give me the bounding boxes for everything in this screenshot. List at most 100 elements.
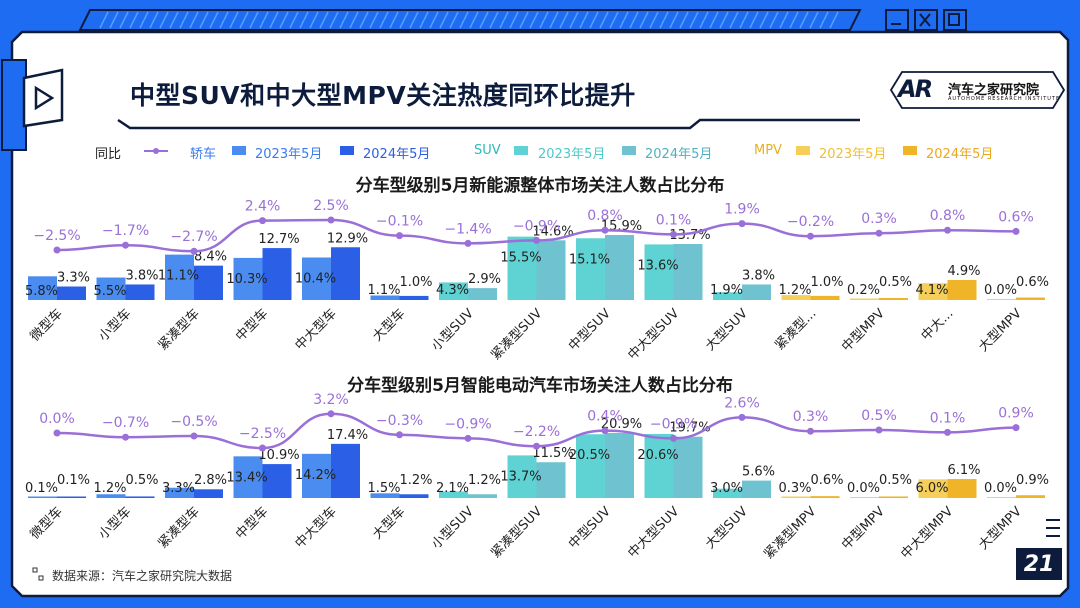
bar-2024 [57, 496, 86, 498]
yoy-label: 0.4% [587, 409, 623, 425]
bar-label: 10.3% [226, 272, 267, 287]
legend-swatch-mpv-2023 [796, 146, 810, 155]
bar-label: 3.0% [710, 481, 743, 496]
bar-2024 [605, 235, 634, 300]
yoy-label: −0.9% [513, 218, 560, 234]
yoy-point [601, 226, 609, 234]
yoy-label: −1.4% [444, 221, 491, 237]
legend-mpv-2024: 2024年5月 [926, 147, 994, 162]
yoy-label: 2.4% [245, 199, 281, 215]
bar-label: 10.4% [295, 271, 336, 286]
category-label: 小型SUV [429, 504, 477, 552]
bar-label: 0.1% [57, 473, 90, 488]
yoy-point [396, 431, 403, 439]
category-label: 紧凑型车 [155, 504, 203, 552]
bar-label: 13.4% [226, 470, 267, 485]
bar-label: 0.0% [847, 481, 880, 496]
bar-label: 1.0% [810, 275, 843, 290]
category-label: 大型SUV [703, 504, 751, 552]
bar-label: 0.6% [1016, 275, 1049, 290]
category-label: 中型SUV [566, 504, 614, 552]
square-icon[interactable] [944, 10, 964, 30]
category-label: 中型MPV [839, 306, 888, 355]
yoy-point [122, 241, 129, 249]
yoy-label: −0.1% [376, 214, 423, 230]
yoy-label: −0.9% [444, 416, 491, 432]
bar-label: 2.8% [194, 473, 227, 488]
bar-2024 [536, 240, 566, 300]
bar-2023 [165, 487, 194, 498]
bar-label: 1.2% [778, 283, 811, 298]
bar-2024 [468, 288, 497, 300]
x-icon[interactable] [915, 10, 935, 30]
bar-2023 [987, 299, 1016, 300]
bar-2023 [233, 257, 263, 300]
legend-swatch-mpv-2024 [903, 146, 917, 155]
category-label: 紧凑型车 [155, 306, 203, 354]
category-label: 中大型SUV [625, 306, 682, 363]
bar-2024 [194, 265, 223, 300]
brand-logo: AR [898, 75, 933, 103]
category-label: 大型MPV [976, 504, 1025, 553]
bar-label: 15.5% [500, 251, 541, 266]
bar-label: 4.1% [915, 283, 948, 298]
bar-2023 [507, 455, 537, 498]
yoy-label: 0.5% [861, 408, 897, 424]
bar-label: 6.0% [915, 481, 948, 496]
yoy-point [944, 226, 951, 234]
yoy-label: 3.2% [313, 393, 349, 408]
bar-2024 [605, 433, 634, 498]
yoy-label: 0.8% [930, 208, 966, 224]
yoy-label: 0.6% [998, 209, 1034, 225]
bar-2023 [918, 283, 948, 300]
bar-2024 [1016, 297, 1045, 300]
bar-2023 [28, 496, 57, 498]
bar-label: 3.3% [57, 271, 90, 286]
bar-label: 0.2% [847, 283, 880, 298]
category-label: 中型车 [232, 306, 271, 345]
category-label: 微型车 [27, 504, 66, 543]
yoy-point [807, 232, 814, 240]
yoy-point [53, 429, 61, 437]
yoy-point [944, 428, 951, 436]
category-label: 微型车 [27, 306, 66, 345]
bar-2023 [576, 434, 605, 498]
bar-2023 [713, 488, 742, 498]
legend-swatch-sedan-2024 [340, 146, 354, 155]
yoy-point [875, 229, 883, 237]
category-label: 紧凑型... [772, 306, 819, 353]
bar-2023 [96, 277, 126, 300]
bar-label: 14.6% [532, 224, 573, 239]
bar-2023 [233, 456, 263, 498]
yoy-point [533, 442, 540, 450]
category-label: 紧凑型SUV [488, 306, 545, 363]
bar-label: 1.2% [468, 473, 501, 488]
bar-label: 0.5% [879, 275, 912, 290]
bar-2024 [879, 297, 908, 300]
bar-2024 [399, 295, 429, 300]
yoy-point [533, 236, 540, 244]
minus-icon[interactable] [886, 10, 906, 30]
yoy-point [738, 220, 746, 228]
bar-2024 [673, 436, 703, 498]
bar-2024 [810, 295, 840, 300]
bar-2024 [673, 243, 703, 300]
bar-label: 1.1% [367, 283, 400, 298]
bar-2024 [399, 494, 429, 498]
bar-2023 [713, 292, 742, 300]
bar-label: 12.9% [327, 231, 368, 246]
brand-name: 汽车之家研究院 [948, 83, 1040, 98]
yoy-point [53, 246, 61, 254]
bar-label: 11.1% [158, 269, 199, 284]
yoy-label: 0.0% [39, 411, 75, 427]
bar-2024 [125, 284, 155, 300]
yoy-label: −2.5% [33, 228, 80, 244]
bar-2023 [781, 295, 811, 300]
yoy-point [327, 410, 335, 418]
bar-label: 13.7% [500, 469, 541, 484]
bar-label: 0.5% [125, 473, 158, 488]
category-label: 大型车 [369, 504, 408, 543]
bar-2024 [468, 494, 497, 498]
legend-suv: SUV [474, 143, 501, 158]
yoy-label: 1.9% [724, 202, 760, 218]
